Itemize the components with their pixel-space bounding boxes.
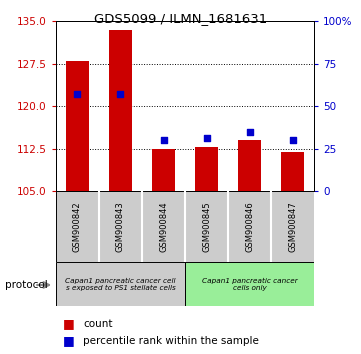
Point — [161, 137, 166, 143]
Text: GDS5099 / ILMN_1681631: GDS5099 / ILMN_1681631 — [94, 12, 267, 25]
Text: protocol: protocol — [5, 280, 47, 290]
Text: GSM900842: GSM900842 — [73, 201, 82, 252]
Text: ■: ■ — [63, 334, 75, 347]
Text: GSM900845: GSM900845 — [202, 201, 211, 252]
Text: GSM900844: GSM900844 — [159, 201, 168, 252]
Text: Capan1 pancreatic cancer
cells only: Capan1 pancreatic cancer cells only — [202, 278, 297, 291]
Bar — [152, 149, 175, 191]
Point — [204, 136, 209, 141]
Bar — [281, 152, 304, 191]
Text: Capan1 pancreatic cancer cell
s exposed to PS1 stellate cells: Capan1 pancreatic cancer cell s exposed … — [65, 278, 176, 291]
Bar — [185, 262, 314, 306]
Text: GSM900843: GSM900843 — [116, 201, 125, 252]
Bar — [238, 140, 261, 191]
Bar — [66, 61, 89, 191]
Bar — [195, 147, 218, 191]
Text: GSM900846: GSM900846 — [245, 201, 254, 252]
Bar — [109, 30, 132, 191]
Text: GSM900847: GSM900847 — [288, 201, 297, 252]
Point — [290, 137, 295, 143]
Point — [118, 91, 123, 97]
Bar — [56, 262, 185, 306]
Text: count: count — [83, 319, 113, 329]
Text: ■: ■ — [63, 318, 75, 330]
Text: percentile rank within the sample: percentile rank within the sample — [83, 336, 259, 346]
Point — [75, 91, 81, 97]
Point — [247, 129, 252, 135]
